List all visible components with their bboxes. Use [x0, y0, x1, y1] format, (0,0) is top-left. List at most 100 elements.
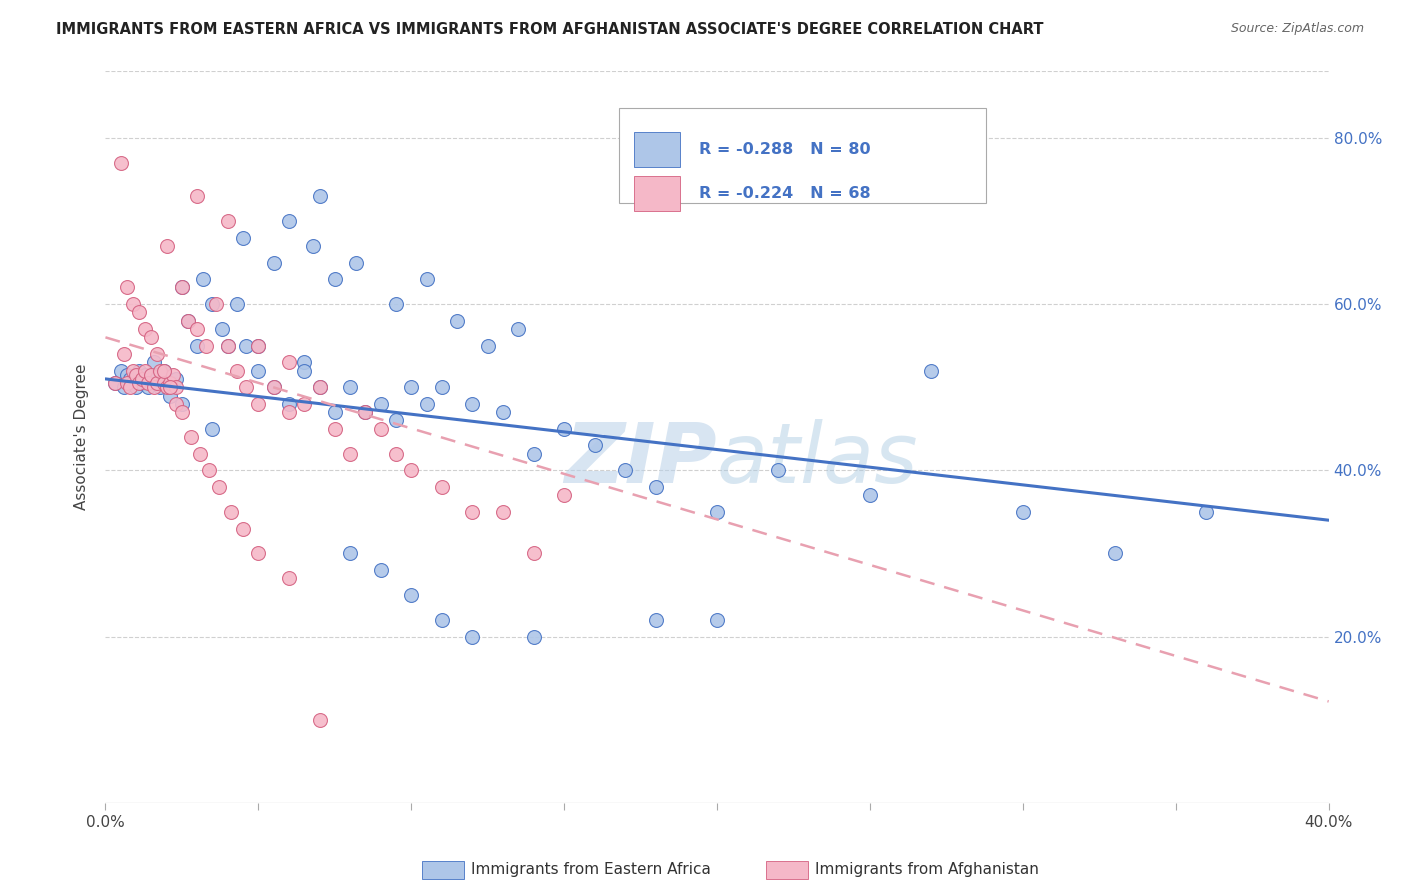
Point — [323, 272, 346, 286]
Point — [247, 363, 270, 377]
Point — [131, 376, 153, 390]
Point — [170, 405, 193, 419]
Point — [344, 255, 367, 269]
Bar — [634, 132, 681, 168]
Point — [201, 422, 224, 436]
Point — [131, 372, 153, 386]
Point — [122, 376, 145, 390]
Point — [415, 397, 437, 411]
Point — [370, 563, 392, 577]
Point — [247, 546, 270, 560]
Point — [165, 397, 187, 411]
Point — [217, 338, 239, 352]
Point — [292, 397, 315, 411]
Text: Immigrants from Afghanistan: Immigrants from Afghanistan — [815, 863, 1039, 877]
Point — [232, 521, 254, 535]
Point — [339, 546, 361, 560]
Point — [125, 380, 148, 394]
Point — [146, 368, 169, 382]
Point — [385, 413, 408, 427]
Point — [278, 214, 301, 228]
Y-axis label: Associate's Degree: Associate's Degree — [75, 364, 90, 510]
Point — [110, 363, 132, 377]
Point — [339, 447, 361, 461]
Point — [370, 422, 392, 436]
Point — [1195, 505, 1218, 519]
Point — [115, 376, 138, 390]
Point — [235, 380, 257, 394]
Point — [112, 347, 135, 361]
Point — [278, 355, 301, 369]
Point — [492, 405, 515, 419]
Point — [112, 380, 135, 394]
Point — [308, 380, 330, 394]
Point — [461, 397, 484, 411]
Point — [553, 422, 575, 436]
Point — [141, 330, 163, 344]
Point — [128, 376, 150, 390]
Point — [128, 363, 150, 377]
Text: Source: ZipAtlas.com: Source: ZipAtlas.com — [1230, 22, 1364, 36]
Text: R = -0.224   N = 68: R = -0.224 N = 68 — [699, 186, 870, 201]
Point — [207, 480, 229, 494]
Point — [461, 505, 484, 519]
Point — [644, 613, 666, 627]
Point — [308, 189, 330, 203]
Point — [323, 422, 346, 436]
Point — [247, 397, 270, 411]
Point — [155, 239, 177, 253]
Point — [143, 380, 166, 394]
Point — [706, 613, 728, 627]
Point — [706, 505, 728, 519]
Point — [186, 338, 208, 352]
Text: ZIP: ZIP — [564, 418, 717, 500]
Point — [152, 363, 174, 377]
Point — [122, 297, 145, 311]
Point — [1011, 505, 1033, 519]
Point — [768, 463, 790, 477]
Point — [201, 297, 224, 311]
Point — [354, 405, 377, 419]
Point — [292, 363, 315, 377]
Point — [170, 397, 193, 411]
Point — [263, 255, 285, 269]
Point — [430, 380, 453, 394]
Point — [136, 376, 159, 390]
Point — [146, 376, 169, 390]
Point — [118, 380, 141, 394]
Point — [141, 372, 163, 386]
Point — [232, 230, 254, 244]
Point — [162, 368, 184, 382]
Point — [614, 463, 637, 477]
Point — [461, 630, 484, 644]
Point — [401, 380, 423, 394]
Point — [217, 338, 239, 352]
Point — [110, 155, 132, 169]
Point — [354, 405, 377, 419]
Point — [278, 397, 301, 411]
Point — [170, 280, 193, 294]
Point — [920, 363, 942, 377]
Point — [155, 380, 177, 394]
Point — [198, 463, 221, 477]
Point — [553, 488, 575, 502]
Point — [118, 372, 141, 386]
Point — [159, 380, 181, 394]
Point — [263, 380, 285, 394]
Point — [143, 355, 166, 369]
Point — [430, 480, 453, 494]
Point — [219, 505, 242, 519]
Point — [204, 297, 226, 311]
Point — [370, 397, 392, 411]
Point — [308, 713, 330, 727]
Point — [323, 405, 346, 419]
Point — [104, 376, 127, 390]
Point — [583, 438, 606, 452]
Point — [115, 368, 138, 382]
Point — [263, 380, 285, 394]
Point — [104, 376, 127, 390]
Point — [165, 372, 187, 386]
Point — [177, 314, 200, 328]
Point — [235, 338, 257, 352]
Point — [302, 239, 325, 253]
